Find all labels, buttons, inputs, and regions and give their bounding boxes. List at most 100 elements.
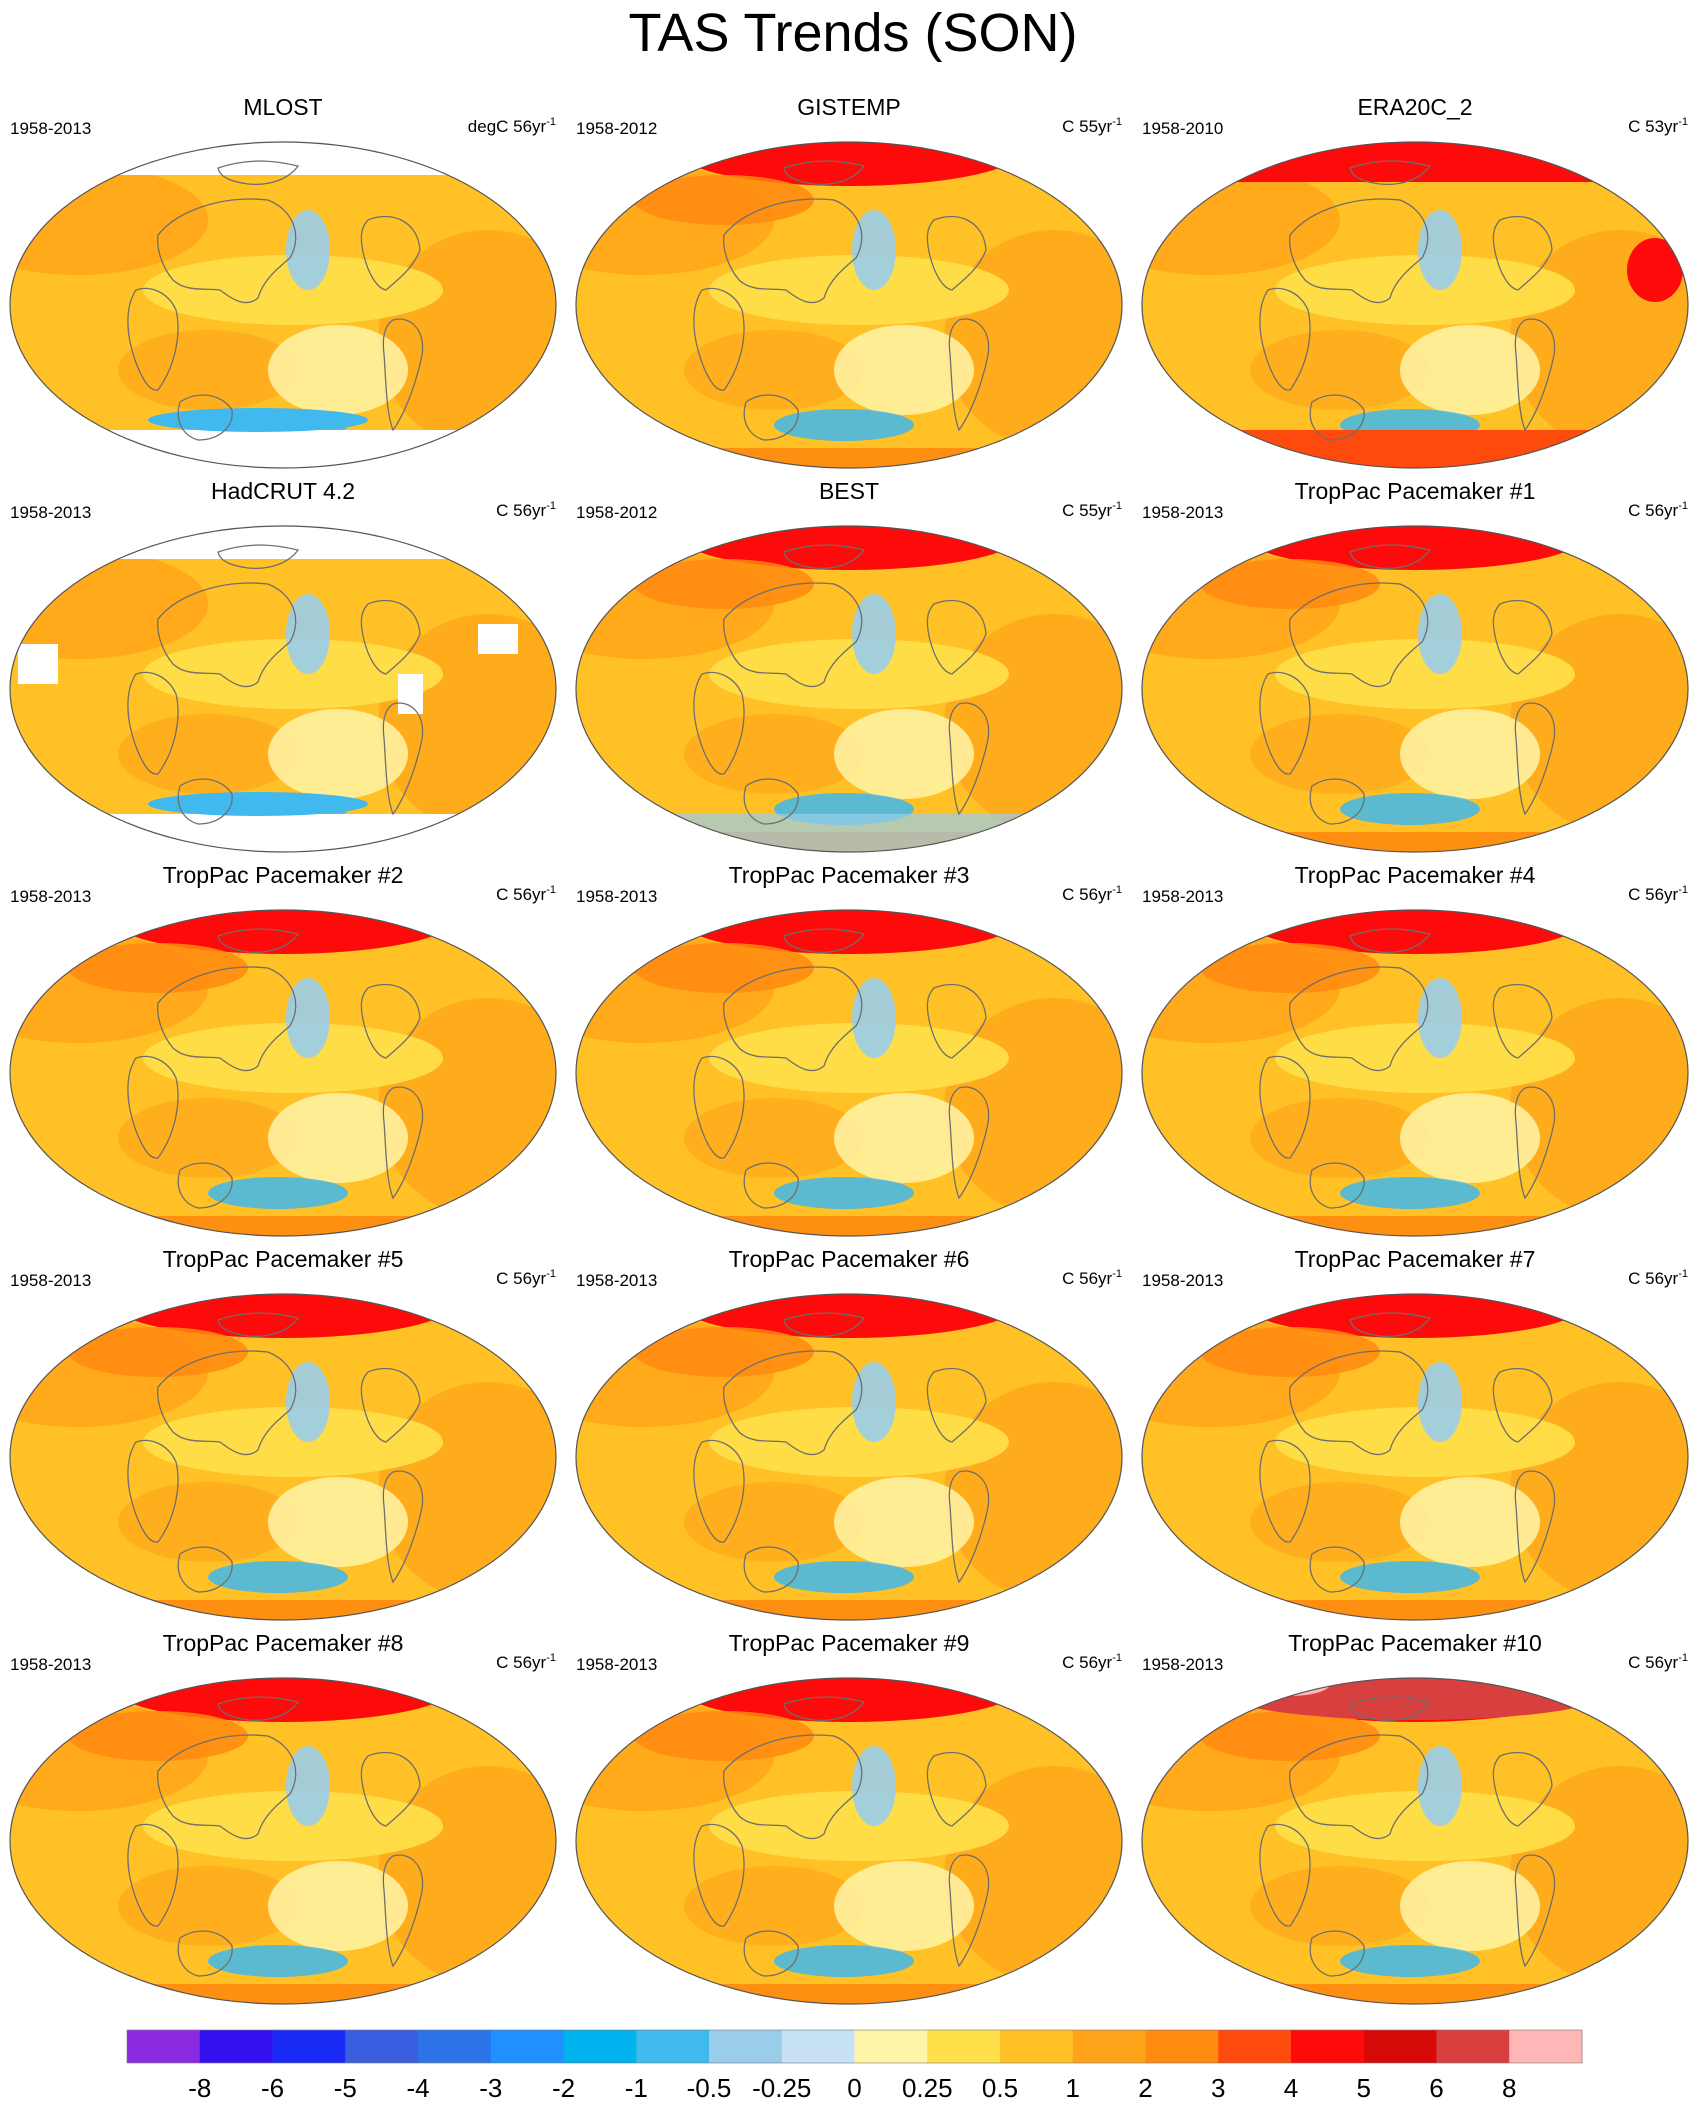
colorbar-swatch xyxy=(854,2030,928,2063)
map-panel: TropPac Pacemaker #4 1958-2013 C 56yr-1 xyxy=(1132,862,1698,1246)
map-panel: HadCRUT 4.2 1958-2013 C 56yr-1 xyxy=(0,478,566,862)
colorbar-tick-label: 2 xyxy=(1138,2073,1152,2103)
panel-title: TropPac Pacemaker #4 xyxy=(1294,862,1536,888)
colorbar-tick-label: -1 xyxy=(625,2073,648,2103)
panel-period: 1958-2013 xyxy=(576,887,658,906)
colorbar-tick-label: 1 xyxy=(1066,2073,1080,2103)
colorbar-tick-label: -8 xyxy=(188,2073,211,2103)
panel-title: GISTEMP xyxy=(797,94,901,120)
map-field xyxy=(9,1293,557,1621)
panel-period: 1958-2013 xyxy=(576,1655,658,1674)
colorbar-swatch xyxy=(927,2030,1001,2063)
colorbar-swatch xyxy=(1072,2030,1146,2063)
map-panel: TropPac Pacemaker #1 1958-2013 C 56yr-1 xyxy=(1132,478,1698,862)
colorbar-swatch xyxy=(272,2030,346,2063)
map-field xyxy=(1141,141,1689,469)
panel-units: C 56yr-1 xyxy=(1628,1268,1688,1288)
panel-units: C 55yr-1 xyxy=(1062,500,1122,520)
panel-title: TropPac Pacemaker #9 xyxy=(728,1630,970,1656)
colorbar-tick-label: 0.5 xyxy=(982,2073,1018,2103)
map-field xyxy=(9,1677,557,2005)
panel-title: TropPac Pacemaker #3 xyxy=(728,862,970,888)
colorbar: -8 -6 -5 -4 -3 -2 -1 -0.5 -0.25 0 0.25 0.5 1 2 3 4 5 6 8 xyxy=(0,2025,1706,2106)
colorbar-swatch xyxy=(199,2030,273,2063)
panel-title: TropPac Pacemaker #5 xyxy=(162,1246,404,1272)
map-field xyxy=(1141,1677,1689,2005)
panel-period: 1958-2013 xyxy=(10,1655,92,1674)
map-panel: TropPac Pacemaker #7 1958-2013 C 56yr-1 xyxy=(1132,1246,1698,1630)
colorbar-swatch xyxy=(127,2030,201,2063)
map-panel: TropPac Pacemaker #9 1958-2013 C 56yr-1 xyxy=(566,1630,1132,2014)
colorbar-tick-label: 4 xyxy=(1284,2073,1298,2103)
panel-title: TropPac Pacemaker #1 xyxy=(1294,478,1536,504)
map-panel: MLOST 1958-2013 degC 56yr-1 xyxy=(0,94,566,478)
panel-units: C 55yr-1 xyxy=(1062,116,1122,136)
colorbar-swatch xyxy=(1436,2030,1510,2063)
panel-units: C 56yr-1 xyxy=(496,1268,556,1288)
map-field xyxy=(9,525,557,853)
map-panel: TropPac Pacemaker #10 1958-2013 C 56yr-1 xyxy=(1132,1630,1698,2014)
colorbar-swatch xyxy=(709,2030,783,2063)
map-field xyxy=(575,909,1123,1237)
panel-period: 1958-2013 xyxy=(10,119,92,138)
map-panel: TropPac Pacemaker #2 1958-2013 C 56yr-1 xyxy=(0,862,566,1246)
panel-period: 1958-2010 xyxy=(1142,119,1224,138)
panel-units: C 56yr-1 xyxy=(1062,1268,1122,1288)
colorbar-tick-label: 6 xyxy=(1429,2073,1443,2103)
panel-title: TropPac Pacemaker #10 xyxy=(1288,1630,1542,1656)
chart-title: TAS Trends (SON) xyxy=(628,3,1078,63)
colorbar-swatch xyxy=(1363,2030,1437,2063)
colorbar-swatch xyxy=(563,2030,637,2063)
colorbar-tick-label: 8 xyxy=(1502,2073,1516,2103)
panel-units: C 56yr-1 xyxy=(496,1652,556,1672)
colorbar-tick-label: -5 xyxy=(334,2073,357,2103)
panel-units: C 56yr-1 xyxy=(496,884,556,904)
map-field xyxy=(575,525,1123,853)
colorbar-tick-label: -0.25 xyxy=(752,2073,811,2103)
map-panel: TropPac Pacemaker #8 1958-2013 C 56yr-1 xyxy=(0,1630,566,2014)
panel-units: C 56yr-1 xyxy=(496,500,556,520)
colorbar-tick-label: 3 xyxy=(1211,2073,1225,2103)
colorbar-swatch xyxy=(781,2030,855,2063)
panel-title: BEST xyxy=(818,478,880,504)
panel-units: C 53yr-1 xyxy=(1628,116,1688,136)
map-field xyxy=(1141,525,1689,853)
colorbar-swatch xyxy=(1145,2030,1219,2063)
colorbar-swatch xyxy=(1218,2030,1292,2063)
map-panel: BEST 1958-2012 C 55yr-1 xyxy=(566,478,1132,862)
map-field xyxy=(575,141,1123,469)
colorbar-swatch xyxy=(345,2030,419,2063)
map-panel: TropPac Pacemaker #6 1958-2013 C 56yr-1 xyxy=(566,1246,1132,1630)
panel-title: HadCRUT 4.2 xyxy=(210,478,356,504)
map-panel: TropPac Pacemaker #5 1958-2013 C 56yr-1 xyxy=(0,1246,566,1630)
panel-units: C 56yr-1 xyxy=(1628,500,1688,520)
colorbar-tick-label: 0.25 xyxy=(902,2073,953,2103)
colorbar-swatch xyxy=(418,2030,492,2063)
map-panel: TropPac Pacemaker #3 1958-2013 C 56yr-1 xyxy=(566,862,1132,1246)
panel-period: 1958-2013 xyxy=(576,1271,658,1290)
colorbar-swatch xyxy=(1291,2030,1365,2063)
colorbar-tick-label: 0 xyxy=(847,2073,861,2103)
colorbar-swatch xyxy=(1509,2030,1583,2063)
panel-period: 1958-2013 xyxy=(10,503,92,522)
colorbar-tick-label: -3 xyxy=(479,2073,502,2103)
panel-period: 1958-2012 xyxy=(576,503,658,522)
colorbar-tick-label: -4 xyxy=(406,2073,429,2103)
panel-period: 1958-2012 xyxy=(576,119,658,138)
map-field xyxy=(9,909,557,1237)
map-field xyxy=(1141,909,1689,1237)
panel-period: 1958-2013 xyxy=(10,887,92,906)
colorbar-swatch xyxy=(636,2030,710,2063)
colorbar-tick-label: -2 xyxy=(552,2073,575,2103)
panel-title: MLOST xyxy=(243,94,323,120)
panel-units: C 56yr-1 xyxy=(1628,884,1688,904)
map-field xyxy=(1141,1293,1689,1621)
panel-period: 1958-2013 xyxy=(10,1271,92,1290)
panel-units: C 56yr-1 xyxy=(1062,1652,1122,1672)
colorbar-tick-label: -6 xyxy=(261,2073,284,2103)
map-panel: ERA20C_2 1958-2010 C 53yr-1 xyxy=(1132,94,1698,478)
colorbar-tick-label: 5 xyxy=(1357,2073,1371,2103)
panel-units: degC 56yr-1 xyxy=(467,116,556,136)
panel-period: 1958-2013 xyxy=(1142,1655,1224,1674)
map-field xyxy=(575,1677,1123,2005)
